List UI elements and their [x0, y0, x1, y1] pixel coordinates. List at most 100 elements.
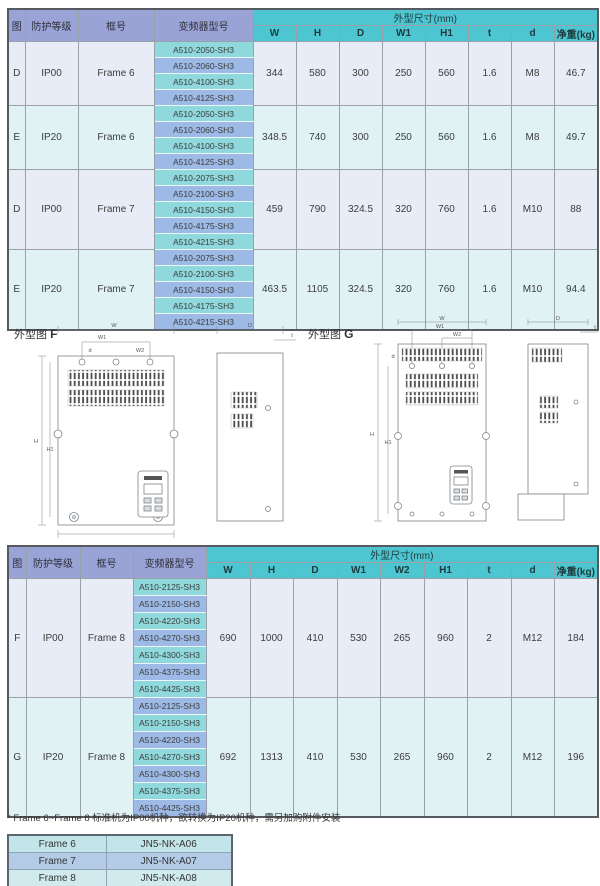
- header-dim-col: d: [510, 562, 555, 579]
- header-dim-col: W2: [379, 562, 425, 579]
- model-number: A510-4300-SH3: [132, 765, 207, 783]
- header-dimensions-group: 外型尺寸(mm): [252, 8, 599, 26]
- drawing-g-svg: W W1 W2 H H1 d D t: [370, 316, 598, 522]
- header-dim-col: t: [466, 562, 512, 579]
- mounting-hole: [438, 363, 445, 370]
- model-number: A510-2150-SH3: [132, 595, 207, 613]
- dim-value: M12: [510, 578, 555, 698]
- dim-label-w: W: [439, 316, 445, 322]
- dim-value: 530: [336, 697, 381, 818]
- group-fig: D: [7, 169, 26, 250]
- header-dim-col: H1: [423, 562, 468, 579]
- dim-value: 46.7: [553, 41, 599, 106]
- group-frame: Frame 6: [77, 105, 155, 170]
- vent-band: [67, 369, 165, 387]
- model-number: A510-4125-SH3: [153, 89, 254, 106]
- dim-value: 560: [424, 41, 469, 106]
- model-number: A510-4425-SH3: [132, 799, 207, 818]
- drawing-f-title-letter: F: [50, 327, 58, 341]
- dim-label-h: H: [370, 432, 374, 438]
- model-number: A510-4375-SH3: [132, 782, 207, 800]
- group-protection: IP20: [25, 697, 81, 818]
- dim-label-t: t: [291, 333, 293, 339]
- dimension-table-frame8: 图防护等级 框号 变频器型号 外型尺寸(mm) W H D W1 W2 H1 t d 净重(kg) F IP…: [7, 545, 599, 818]
- accessory-row: Frame 7 JN5-NK-A07: [7, 852, 233, 870]
- dim-value: 530: [336, 578, 381, 698]
- header-model: 变频器型号: [132, 545, 207, 579]
- accessory-frame: Frame 8: [7, 869, 107, 886]
- model-number: A510-4270-SH3: [132, 629, 207, 647]
- dim-value: 410: [292, 697, 338, 818]
- vent-band: [405, 373, 479, 389]
- bottom-conduit-box: [517, 493, 565, 521]
- dim-value: 250: [381, 105, 426, 170]
- dim-label-w: W: [111, 323, 117, 329]
- table-row: A510-4175-SH3: [8, 297, 598, 314]
- accessory-part-number: JN5-NK-A07: [105, 852, 233, 870]
- dim-label-w2: W2: [453, 332, 461, 338]
- dim-value: 790: [295, 169, 340, 250]
- table-row: A510-4125-SH3: [8, 153, 598, 170]
- outline-drawing-f: 外型图 F: [6, 316, 298, 544]
- dim-label-h1: H1: [46, 447, 53, 453]
- dim-label-d: D: [248, 323, 252, 329]
- table-row: A510-2150-SH3: [8, 714, 598, 732]
- model-number: A510-4175-SH3: [153, 297, 254, 314]
- group-frame: Frame 6: [77, 41, 155, 106]
- dim-value: 250: [381, 41, 426, 106]
- dim-value: 560: [424, 105, 469, 170]
- vent-patch: [539, 411, 559, 424]
- vent-patch: [230, 413, 254, 429]
- model-number: A510-4215-SH3: [153, 313, 254, 331]
- vent-patch: [539, 395, 559, 409]
- header-protection: 防护等级: [25, 545, 81, 579]
- table-row: A510-4300-SH3: [8, 646, 598, 664]
- dim-value: 459: [252, 169, 297, 250]
- side-view-outline: [216, 352, 284, 522]
- table-row: A510-4375-SH3: [8, 663, 598, 681]
- model-number: A510-4300-SH3: [132, 646, 207, 664]
- header-dim-col: W1: [336, 562, 381, 579]
- model-number: A510-4215-SH3: [153, 233, 254, 250]
- mounting-hole: [146, 358, 154, 366]
- group-protection: IP20: [24, 105, 79, 170]
- dim-value: 184: [553, 578, 599, 698]
- dim-value: 300: [338, 41, 383, 106]
- dim-label-hole-d: d: [391, 354, 394, 360]
- dim-value: 760: [424, 169, 469, 250]
- header-dim-col: H1: [424, 25, 469, 42]
- group-protection: IP20: [24, 249, 79, 331]
- accessory-frame: Frame 7: [7, 852, 107, 870]
- front-view-outline: [397, 343, 487, 522]
- model-number: A510-2075-SH3: [153, 249, 254, 266]
- model-number: A510-4175-SH3: [153, 217, 254, 234]
- dim-value: 410: [292, 578, 338, 698]
- table-row: E IP20 Frame 6 A510-2050-SH3 348.5 740 300 250 5…: [7, 105, 599, 170]
- outline-drawing-g: 外型图 G: [300, 316, 600, 544]
- dim-value: M10: [510, 249, 555, 331]
- header-dim-col: d: [510, 25, 555, 42]
- dim-value: 88: [553, 169, 599, 250]
- front-view-outline: [57, 355, 175, 526]
- dim-value: 265: [379, 578, 425, 698]
- dim-label-t: t: [594, 325, 596, 331]
- dim-value: 49.7: [553, 105, 599, 170]
- table-row: D IP00 Frame 6 A510-2050-SH3 344 580 300 250 560…: [7, 41, 599, 106]
- header-protection: 防护等级: [24, 8, 79, 42]
- table-row: G IP20 Frame 8 A510-2125-SH3 692 1313 410 530 26…: [7, 697, 599, 818]
- top-vent-strip: [401, 347, 483, 362]
- accessory-table: Frame 6 JN5-NK-A06 Frame 7 JN5-NK-A07 Frame …: [7, 834, 233, 886]
- dim-label-h1: H1: [384, 440, 391, 446]
- header-dim-col: D: [292, 562, 338, 579]
- accessory-row: Frame 8 JN5-NK-A08: [7, 869, 233, 886]
- dimension-table-frame6-7: 图防护等级 框号 变频器型号 外型尺寸(mm) W H D W1 H1 t d 净重(kg) D IP00…: [7, 8, 600, 331]
- group-protection: IP00: [25, 578, 81, 698]
- dim-value: 2: [466, 578, 512, 698]
- header-dim-col: 净重(kg): [553, 562, 599, 579]
- header-frame: 框号: [79, 545, 134, 579]
- model-number: A510-2050-SH3: [153, 105, 254, 122]
- dim-value: 348.5: [252, 105, 297, 170]
- footnote: * Frame 6~Frame 8 标准机为IP00机种，欲转换为IP20机种，…: [7, 813, 341, 824]
- header-dim-col: H: [295, 25, 340, 42]
